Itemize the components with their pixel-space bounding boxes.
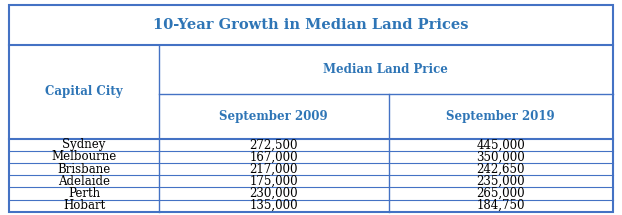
Text: 217,000: 217,000	[249, 163, 298, 176]
Text: 265,000: 265,000	[476, 187, 525, 200]
Text: Melbourne: Melbourne	[52, 150, 116, 163]
Text: Median Land Price: Median Land Price	[323, 63, 448, 76]
Text: 445,000: 445,000	[476, 138, 525, 151]
Text: Hobart: Hobart	[63, 199, 105, 212]
Text: 242,650: 242,650	[476, 163, 525, 176]
Text: September 2009: September 2009	[220, 110, 328, 123]
Text: Sydney: Sydney	[62, 138, 106, 151]
Text: 235,000: 235,000	[476, 175, 525, 188]
Text: 10-Year Growth in Median Land Prices: 10-Year Growth in Median Land Prices	[153, 18, 469, 32]
Text: 135,000: 135,000	[249, 199, 298, 212]
Text: Capital City: Capital City	[45, 85, 123, 98]
Text: 175,000: 175,000	[249, 175, 298, 188]
Text: Perth: Perth	[68, 187, 100, 200]
Text: 350,000: 350,000	[476, 150, 525, 163]
Text: September 2019: September 2019	[447, 110, 555, 123]
Text: Brisbane: Brisbane	[57, 163, 111, 176]
Text: 272,500: 272,500	[249, 138, 298, 151]
Text: Adelaide: Adelaide	[58, 175, 110, 188]
Text: 230,000: 230,000	[249, 187, 298, 200]
Text: 184,750: 184,750	[476, 199, 525, 212]
Text: 167,000: 167,000	[249, 150, 298, 163]
